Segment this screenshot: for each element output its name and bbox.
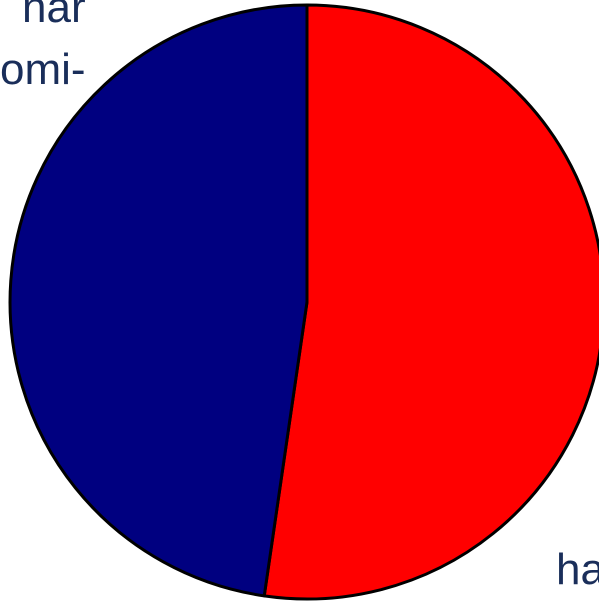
- pie-slice-2: [8, 3, 309, 598]
- pie-slice-1: [262, 3, 599, 601]
- pie-label-bottom: ha: [556, 545, 599, 594]
- pie-label-top-line-1: nar: [22, 0, 86, 32]
- pie-label-top-line-2: omi-: [0, 45, 86, 94]
